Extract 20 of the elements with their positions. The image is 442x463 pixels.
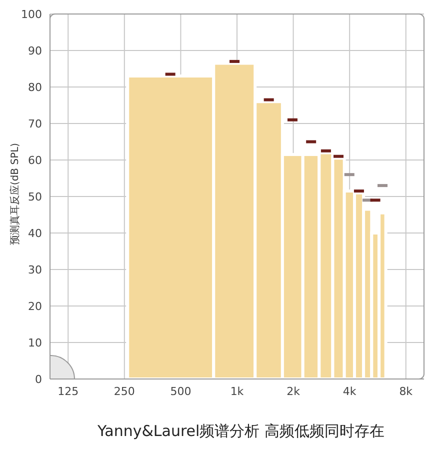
y-tick-label: 50 (28, 190, 42, 204)
x-tick-label: 500 (170, 384, 192, 398)
x-tick-label: 250 (114, 384, 135, 398)
y-tick-label: 0 (35, 372, 42, 386)
y-tick-label: 10 (28, 336, 42, 350)
x-tick-label: 1k (230, 384, 244, 398)
y-tick-label: 80 (28, 80, 42, 94)
y-tick-label: 100 (21, 8, 42, 21)
x-tick-label: 125 (58, 384, 79, 398)
y-tick-label: 40 (28, 226, 42, 240)
x-tick-label: 4k (342, 384, 357, 398)
text: Yanny&Laurel频谱分析 高频低频同时存在 (96, 422, 386, 441)
x-tick-label: 2k (286, 384, 301, 398)
y-tick-label: 70 (28, 117, 42, 130)
y-tick-label: 90 (28, 44, 42, 58)
y-axis-title: 预测真耳反应(dB SPL) (8, 142, 22, 245)
y-tick-label: 30 (28, 263, 42, 276)
y-tick-label: 60 (28, 154, 42, 167)
x-tick-label: 8k (399, 384, 414, 398)
y-tick-label: 20 (28, 300, 42, 313)
